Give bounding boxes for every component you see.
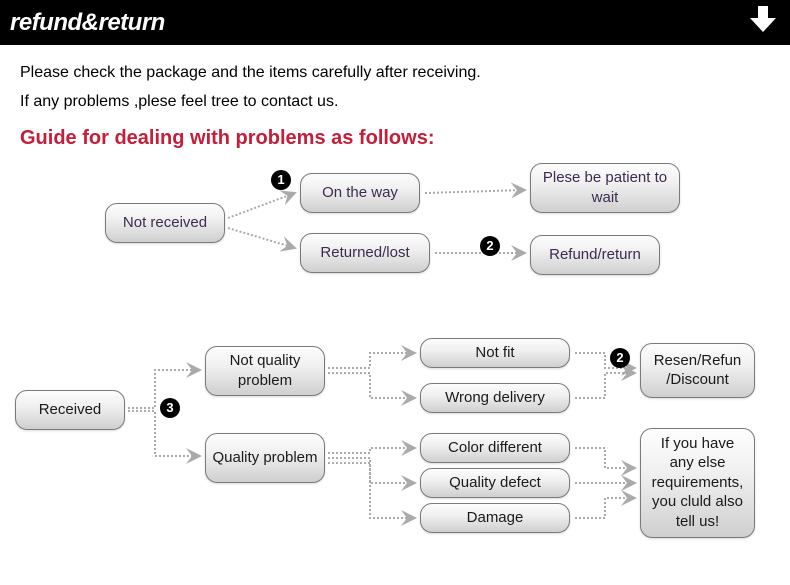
flow-badge-2: 2 xyxy=(480,236,500,256)
flowchart-canvas: Not received On the way Returned/lost Plese… xyxy=(0,158,790,578)
flow-node-quality: Quality problem xyxy=(205,433,325,483)
flow-node-quality_defect: Quality defect xyxy=(420,468,570,498)
flow-node-resen_refun: Resen/Refun /Discount xyxy=(640,343,755,398)
flow-node-wrong_delivery: Wrong delivery xyxy=(420,383,570,413)
flow-node-not_fit: Not fit xyxy=(420,338,570,368)
flow-arrow-quality-quality_defect xyxy=(328,458,415,483)
header-title: refund&return xyxy=(10,9,165,37)
page-header: refund&return xyxy=(0,0,790,45)
flow-arrow-on_the_way-patient_wait xyxy=(425,190,525,193)
flow-node-not_received: Not received xyxy=(105,203,225,243)
flow-node-damage: Damage xyxy=(420,503,570,533)
flow-badge-4: 2 xyxy=(610,348,630,368)
flow-node-color_diff: Color different xyxy=(420,433,570,463)
flow-node-on_the_way: On the way xyxy=(300,173,420,213)
flow-arrow-quality-damage xyxy=(328,463,415,518)
flow-arrow-quality-color_diff xyxy=(328,448,415,453)
flow-node-patient_wait: Plese be patient to wait xyxy=(530,163,680,213)
flow-arrow-not_received-on_the_way xyxy=(228,193,295,218)
flow-node-returned_lost: Returned/lost xyxy=(300,233,430,273)
flow-node-not_quality: Not quality problem xyxy=(205,346,325,396)
intro-line-1: Please check the package and the items c… xyxy=(20,59,770,88)
flow-arrow-wrong_delivery-resen_refun xyxy=(575,373,635,398)
intro-line-2: If any problems ,plese feel tree to cont… xyxy=(20,88,770,117)
guide-title: Guide for dealing with problems as follo… xyxy=(0,123,790,158)
flow-arrow-received-quality xyxy=(128,411,200,456)
intro-block: Please check the package and the items c… xyxy=(0,45,790,123)
down-arrow-icon xyxy=(746,6,780,39)
flow-arrow-not_quality-wrong_delivery xyxy=(328,373,415,398)
flow-badge-3: 3 xyxy=(160,398,180,418)
flow-arrow-not_quality-not_fit xyxy=(328,353,415,368)
flow-node-received: Received xyxy=(15,390,125,430)
flow-node-else_req: If you have any else requirements, you c… xyxy=(640,428,755,538)
flow-badge-1: 1 xyxy=(271,170,291,190)
flow-arrow-color_diff-else_req xyxy=(575,448,635,468)
flow-node-refund_return: Refund/return xyxy=(530,235,660,275)
flow-arrow-not_received-returned_lost xyxy=(228,228,295,248)
flow-arrow-damage-else_req xyxy=(575,498,635,518)
